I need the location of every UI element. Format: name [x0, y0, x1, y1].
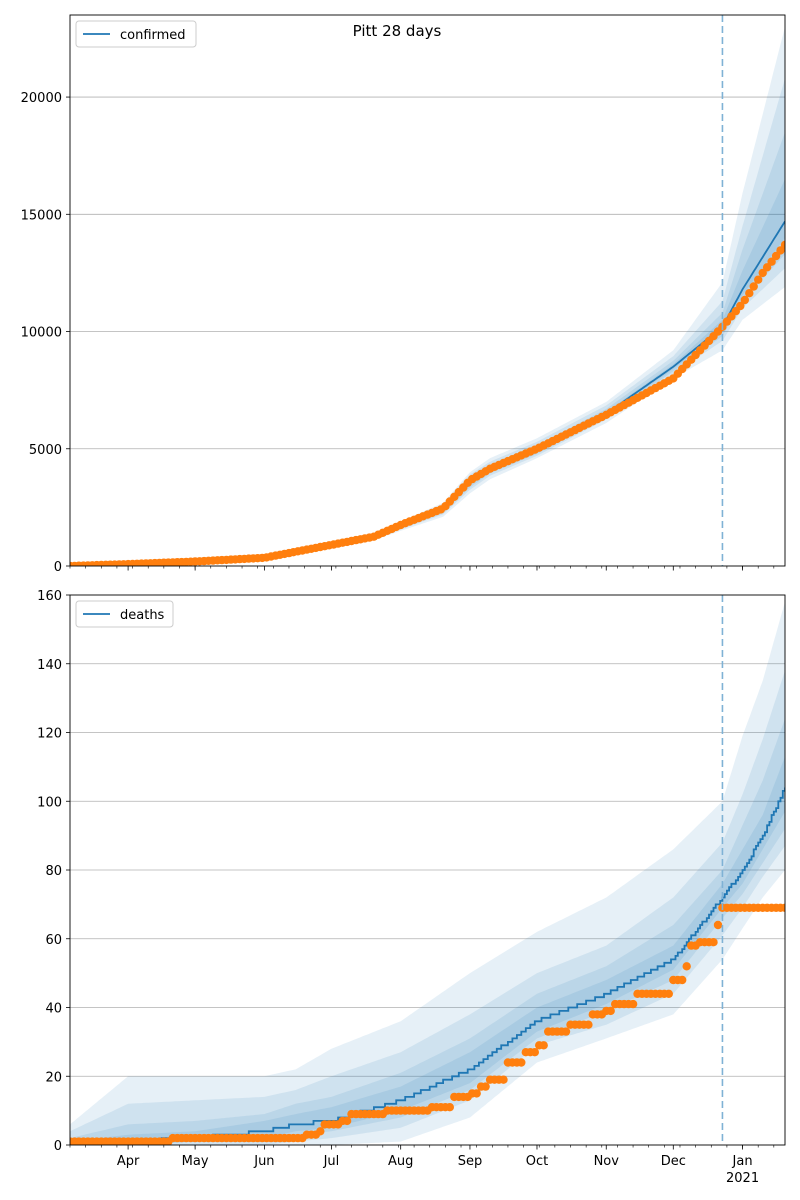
x-tick-label: May [182, 1154, 209, 1169]
legend-box [75, 20, 197, 48]
uncertainty-band [70, 78, 785, 566]
observed-point [745, 289, 754, 298]
confirmed-panel: 0 5000 10000 15000 20000 confirmed [21, 14, 786, 575]
y-tick-label: 5000 [29, 443, 62, 458]
y-tick-label: 15000 [21, 208, 62, 223]
observed-point [481, 1082, 490, 1091]
observed-point [709, 938, 718, 947]
axes-frame [69, 594, 786, 1146]
x-tick-label: Jun [253, 1154, 274, 1169]
observed-point [780, 240, 785, 249]
observed-point [628, 999, 638, 1009]
observed-point [740, 295, 749, 305]
y-tick-label: 140 [37, 658, 62, 673]
y-tick-label: 0 [54, 1139, 62, 1154]
x-tick-label: Jan [732, 1154, 753, 1169]
observed-point [606, 1006, 615, 1016]
uncertainty-band [70, 670, 785, 1145]
observed-point [316, 1127, 325, 1136]
plot-area [70, 601, 785, 1145]
observed-point [682, 962, 691, 971]
plot-area [70, 26, 785, 566]
observed-point [767, 257, 776, 266]
y-tick-label: 10000 [21, 326, 62, 341]
x-tick-label: Oct [526, 1154, 548, 1169]
x-year-label: 2021 [726, 1171, 759, 1186]
uncertainty-band [70, 718, 785, 1145]
observed-point [754, 275, 763, 284]
y-tick-label: 20000 [21, 91, 62, 106]
y-tick-label: 60 [45, 933, 62, 948]
observed-point [517, 1058, 526, 1067]
y-tick-label: 20 [45, 1070, 62, 1085]
y-tick-label: 80 [45, 864, 62, 879]
observed-point [713, 920, 723, 930]
observed-point [530, 1048, 539, 1057]
x-tick-label: Nov [594, 1154, 620, 1169]
y-tick-label: 40 [45, 1002, 62, 1017]
legend-box [75, 600, 174, 628]
x-tick-label: Apr [117, 1154, 140, 1169]
observed-point [445, 1103, 454, 1112]
observed-point [472, 1089, 481, 1098]
observed-point [776, 246, 785, 255]
observed-point [749, 282, 758, 291]
observed-point [342, 1116, 352, 1126]
deaths-panel: 0 20 40 60 80 100 120 140 160 Apr May Jun Jul Aug Sep O… [37, 589, 786, 1186]
legend: deaths [75, 600, 174, 628]
observed-point [678, 975, 687, 985]
observed-point [664, 989, 673, 998]
observed-point [736, 301, 745, 311]
y-tick-label: 160 [37, 589, 62, 604]
legend-label: deaths [120, 608, 165, 623]
observed-point [561, 1027, 571, 1036]
x-tick-label: Aug [388, 1154, 413, 1169]
y-tick-label: 120 [37, 727, 62, 742]
observed-point [762, 263, 772, 272]
y-tick-label: 100 [37, 795, 62, 810]
observed-point [780, 903, 785, 912]
x-tick-label: Sep [458, 1154, 483, 1169]
legend: confirmed [75, 20, 197, 48]
y-tick-label: 0 [54, 560, 62, 575]
observed-point [584, 1020, 593, 1029]
uncertainty-band [70, 26, 785, 566]
legend-label: confirmed [120, 28, 186, 43]
observed-series [70, 903, 785, 1145]
x-tick-label: Jul [323, 1154, 340, 1169]
observed-point [539, 1041, 548, 1050]
axes-frame [69, 14, 786, 567]
x-tick-label: Dec [661, 1154, 686, 1169]
chart-title: Pitt 28 days [353, 22, 442, 40]
observed-point [499, 1075, 508, 1084]
